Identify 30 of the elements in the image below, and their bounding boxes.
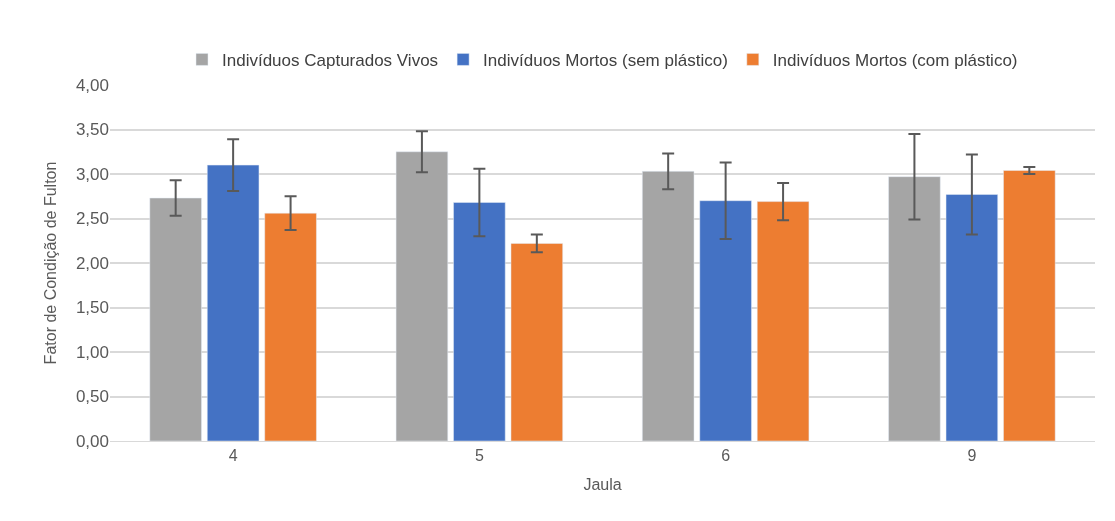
bar <box>510 243 563 441</box>
bar <box>945 194 998 441</box>
y-tick-label: 2,00 <box>75 253 109 273</box>
legend-label: Indivíduos Mortos (com plástico) <box>772 51 1018 71</box>
y-tick-label: 2,50 <box>75 209 109 229</box>
bar <box>453 202 506 441</box>
y-tick-label: 3,00 <box>75 164 109 184</box>
bar <box>699 200 752 441</box>
y-tick-label: 1,50 <box>75 298 109 318</box>
bar <box>756 201 810 441</box>
bar <box>1003 170 1056 441</box>
legend-label: Indivíduos Mortos (sem plástico) <box>483 51 728 71</box>
x-tick-label: 9 <box>967 447 977 465</box>
x-axis-title: Jaula <box>583 475 622 493</box>
x-tick-label: 4 <box>228 447 238 465</box>
bar <box>888 176 941 441</box>
y-tick-label: 0,50 <box>75 387 109 407</box>
x-tick-label: 6 <box>721 447 731 465</box>
y-tick-label: 0,00 <box>75 431 109 451</box>
y-tick-label: 3,50 <box>75 120 109 140</box>
bar <box>264 212 317 441</box>
y-tick-label: 1,00 <box>75 342 109 362</box>
y-axis-title: Fator de Condição de Fulton <box>41 161 59 365</box>
bar <box>395 151 449 441</box>
x-tick-label: 5 <box>474 447 484 465</box>
legend-label: Indivíduos Capturados Vivos <box>222 51 439 71</box>
y-tick-label: 4,00 <box>75 75 109 95</box>
bar <box>642 171 695 441</box>
bar <box>207 164 260 441</box>
bar <box>149 197 202 441</box>
